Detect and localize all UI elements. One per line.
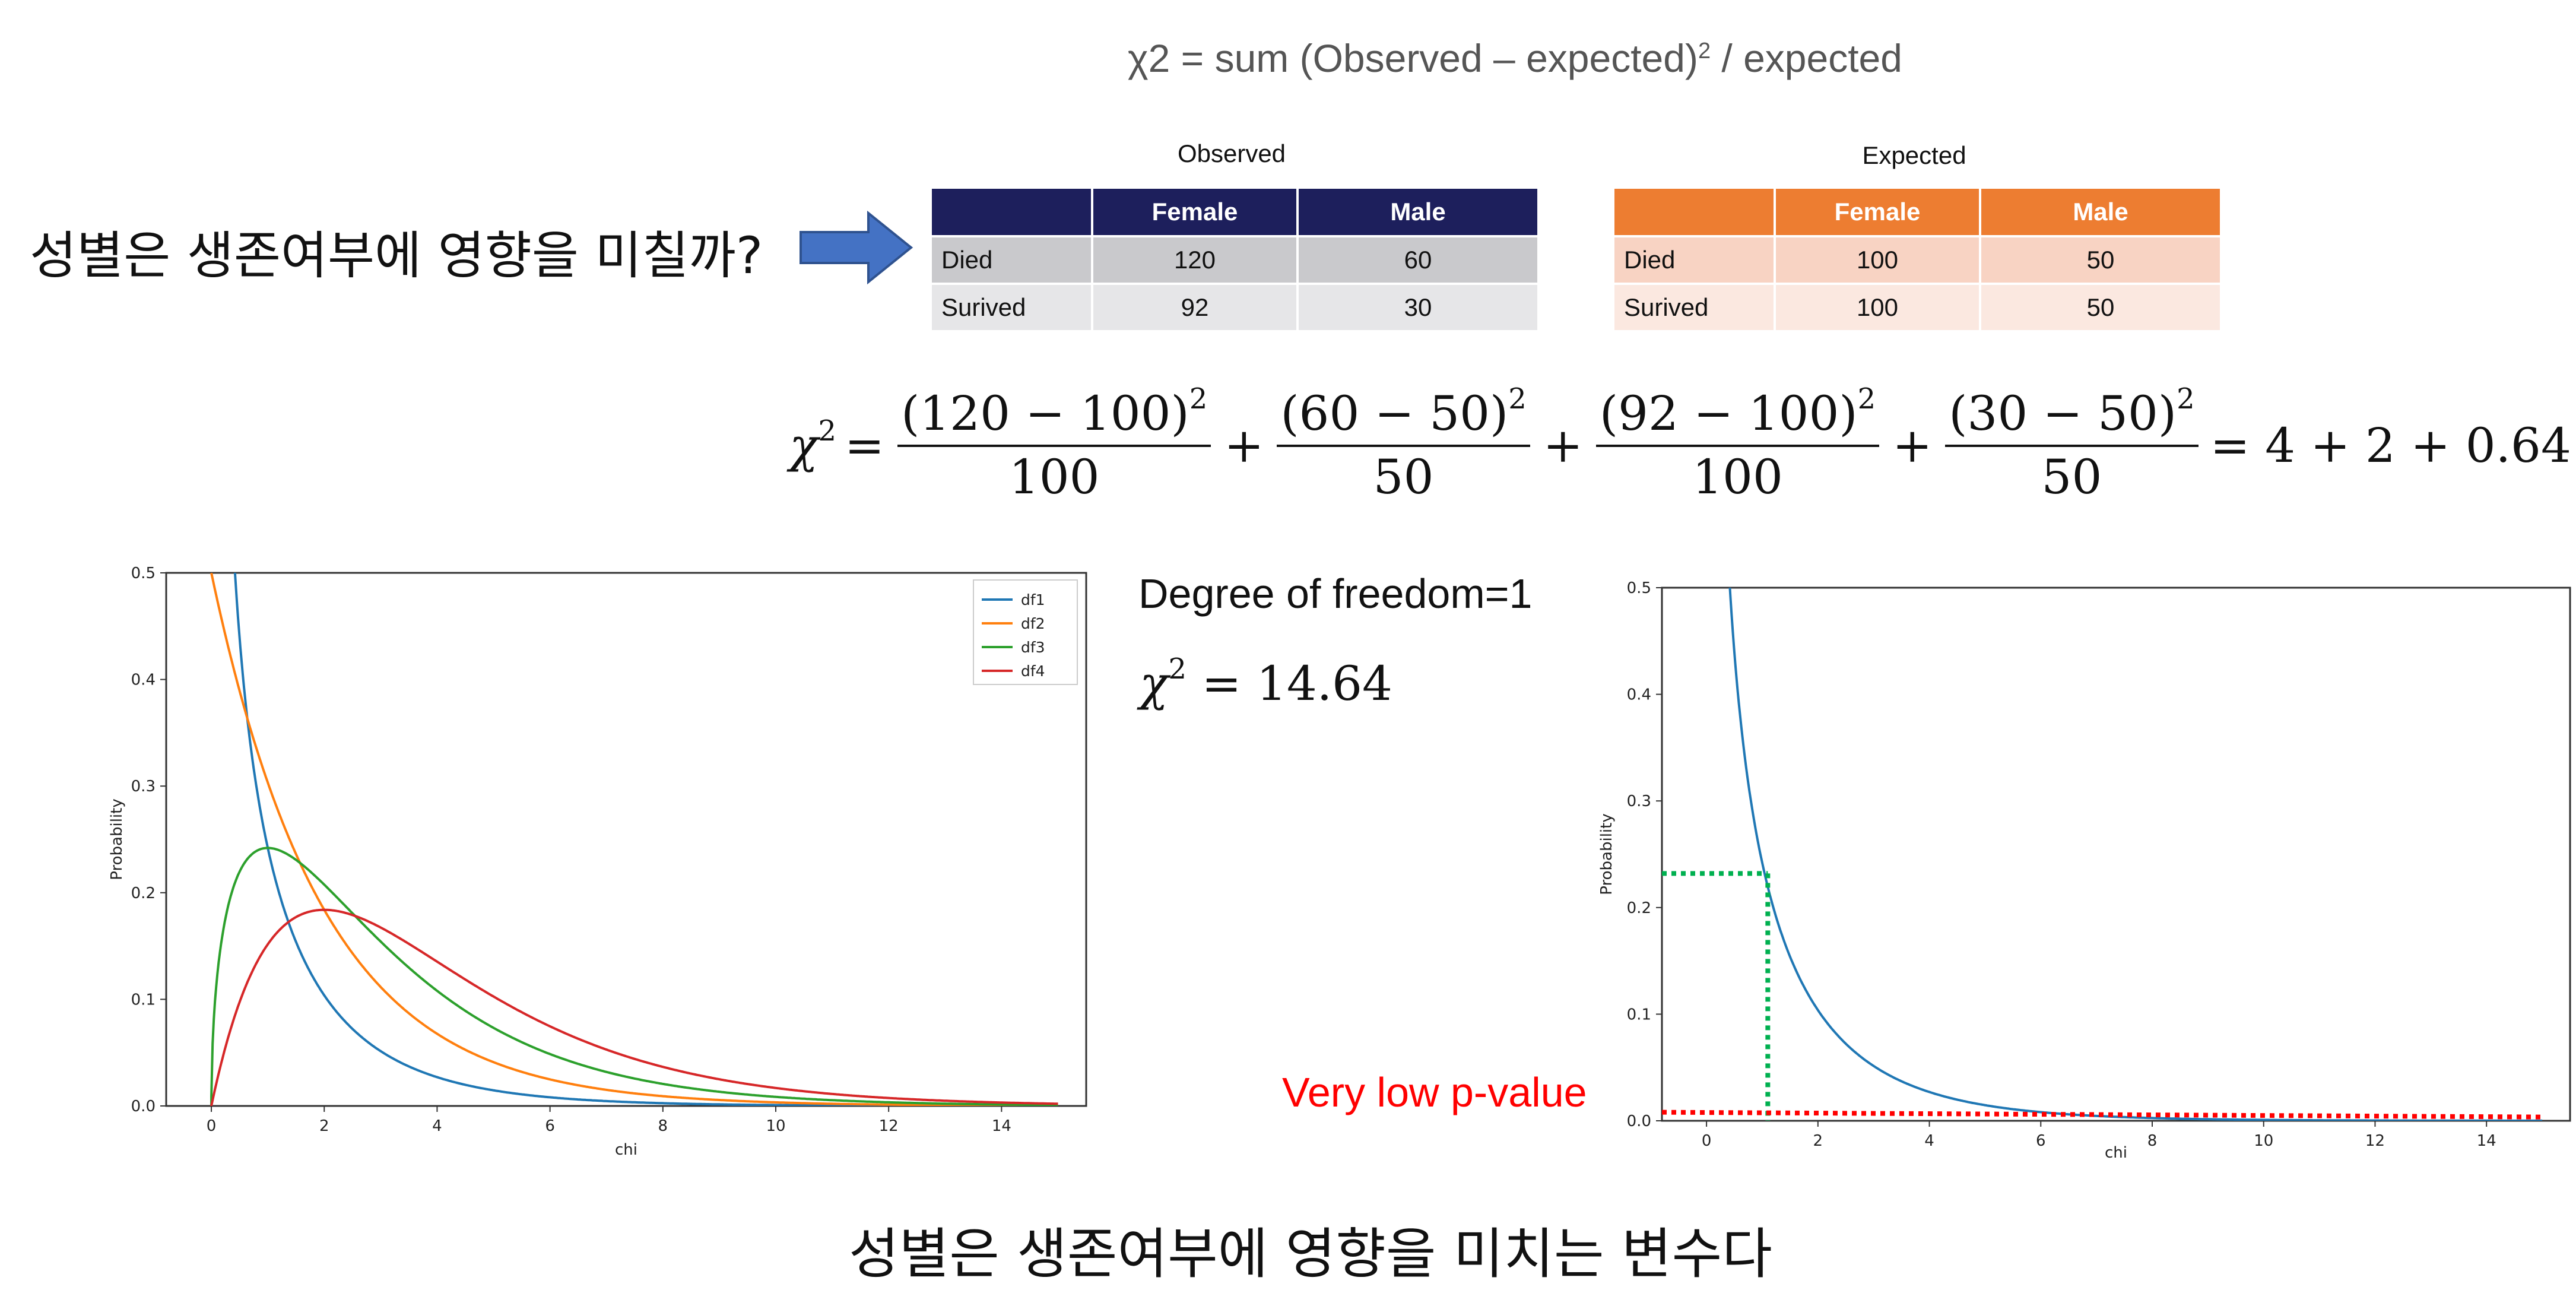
degree-of-freedom-text: Degree of freedom=1 [1138, 570, 1533, 617]
row-label: Died [932, 235, 1093, 284]
plus-sign: + [1892, 417, 1933, 473]
x-tick-label: 12 [2365, 1132, 2385, 1150]
formula-suffix: / expected [1711, 36, 1902, 80]
row-label: Surived [1614, 283, 1776, 330]
fraction-term: (30 − 50)2 50 [1945, 382, 2199, 505]
cell-value: 120 [1092, 235, 1299, 284]
expected-table: Female Male Died 100 50 Surived 100 50 [1614, 189, 2222, 330]
x-axis-label: chi [2105, 1144, 2127, 1161]
x-tick-label: 14 [2477, 1132, 2496, 1150]
expected-header-blank [1614, 189, 1776, 236]
y-tick-label: 0.4 [1627, 686, 1651, 704]
cell-value: 30 [1297, 283, 1540, 330]
series-line-df2 [210, 573, 1058, 1106]
formula-superscript: 2 [1698, 39, 1711, 64]
observed-title: Observed [1177, 140, 1286, 167]
series-line-df3 [210, 847, 1058, 1106]
x-tick-label: 6 [545, 1117, 555, 1135]
plot-frame [1661, 587, 2571, 1122]
row-label: Died [1614, 235, 1776, 284]
fraction-term: (120 − 100)2 100 [897, 382, 1211, 505]
y-tick-label: 0.5 [1627, 579, 1651, 597]
legend-label-df3: df3 [1021, 639, 1045, 656]
y-tick-label: 0.1 [1627, 1006, 1651, 1023]
expected-header-female: Female [1775, 189, 1981, 236]
observed-header-female: Female [1092, 189, 1299, 236]
chi-square-definition: χ2 = sum (Observed – expected)2 / expect… [1128, 36, 1902, 81]
p-value-label: Very low p-value [1282, 1069, 1587, 1115]
table-row: Surived 100 50 [1614, 283, 2222, 330]
observed-header-blank [932, 189, 1093, 236]
y-tick-label: 0.1 [131, 991, 156, 1009]
fraction-term: (92 − 100)2 100 [1595, 382, 1880, 505]
cell-value: 60 [1297, 235, 1540, 284]
row-label: Surived [932, 283, 1093, 330]
equation-lhs: χ2 [789, 414, 837, 473]
legend-label-df1: df1 [1021, 591, 1045, 608]
question-text: 성별은 생존여부에 영향을 미칠까? [30, 226, 763, 286]
plus-sign: + [1543, 417, 1583, 473]
y-tick-label: 0.3 [1627, 793, 1651, 810]
cell-value: 50 [1980, 283, 2222, 330]
plot-frame [165, 572, 1087, 1107]
cell-value: 100 [1775, 283, 1981, 330]
legend-label-df4: df4 [1021, 662, 1045, 680]
x-axis-label: chi [615, 1141, 637, 1159]
cell-value: 100 [1775, 235, 1981, 284]
table-row: Died 100 50 [1614, 235, 2222, 284]
fraction-term: (60 − 50)2 50 [1277, 382, 1530, 505]
expected-header-male: Male [1980, 189, 2222, 236]
series-line-df1 [233, 573, 1058, 1106]
equation-result: = 4 + 2 + 0.64 + 8 = 14.64 [2210, 417, 2576, 473]
x-tick-label: 6 [2036, 1132, 2046, 1150]
y-tick-label: 0.2 [1627, 899, 1651, 917]
x-tick-label: 4 [432, 1117, 442, 1135]
expected-title: Expected [1862, 141, 1966, 169]
chi-square-distribution-chart: 0 2 4 6 8 10 12 14 0.0 0.1 0.2 0.3 0.4 0.5 df1 df2 df3 d… [108, 565, 1087, 1159]
observed-table: Female Male Died 120 60 Surived 92 30 [932, 189, 1540, 330]
legend-label-df2: df2 [1021, 615, 1045, 632]
y-tick-label: 0.2 [131, 885, 156, 902]
x-tick-label: 12 [879, 1117, 899, 1135]
y-tick-label: 0.3 [131, 778, 156, 795]
y-tick-label: 0.4 [131, 671, 156, 689]
df1-chi-square-chart: 0 2 4 6 8 10 12 14 0.0 0.1 0.2 0.3 0.4 0.5 chi Probab… [1598, 579, 2571, 1161]
y-tick-label: 0.0 [1627, 1112, 1651, 1130]
x-tick-label: 0 [207, 1117, 217, 1135]
y-axis-label: Probability [1598, 813, 1616, 895]
table-row: Surived 92 30 [932, 283, 1540, 330]
x-tick-label: 2 [1813, 1132, 1823, 1150]
legend-box [973, 579, 1078, 685]
x-tick-label: 8 [658, 1117, 668, 1135]
observed-header-male: Male [1297, 189, 1540, 236]
conclusion-text: 성별은 생존여부에 영향을 미치는 변수다 [849, 1222, 1772, 1286]
x-tick-label: 14 [992, 1117, 1011, 1135]
cell-value: 92 [1092, 283, 1299, 330]
y-axis-label: Probability [108, 798, 126, 880]
chi-square-value: χ2 = 14.64 [1140, 652, 1392, 711]
x-tick-label: 0 [1702, 1132, 1712, 1150]
right-arrow-icon [800, 211, 913, 285]
equation-equals: = [845, 417, 885, 473]
y-tick-label: 0.0 [131, 1098, 156, 1115]
formula-prefix: χ2 = sum (Observed – expected) [1128, 36, 1698, 80]
y-tick-label: 0.5 [131, 565, 156, 582]
red-dotted-horizontal [1661, 1110, 2543, 1120]
x-tick-label: 10 [766, 1117, 785, 1135]
series-line-df1 [1728, 588, 2543, 1121]
x-tick-label: 10 [2254, 1132, 2273, 1150]
x-tick-label: 8 [2147, 1132, 2158, 1150]
chi-square-equation: χ2 = (120 − 100)2 100 + (60 − 50)2 50 + … [789, 382, 2576, 505]
plus-sign: + [1224, 417, 1264, 473]
series-line-df4 [210, 908, 1058, 1106]
table-row: Died 120 60 [932, 235, 1540, 284]
cell-value: 50 [1980, 235, 2222, 284]
x-tick-label: 4 [1924, 1132, 1934, 1150]
x-tick-label: 2 [319, 1117, 329, 1135]
